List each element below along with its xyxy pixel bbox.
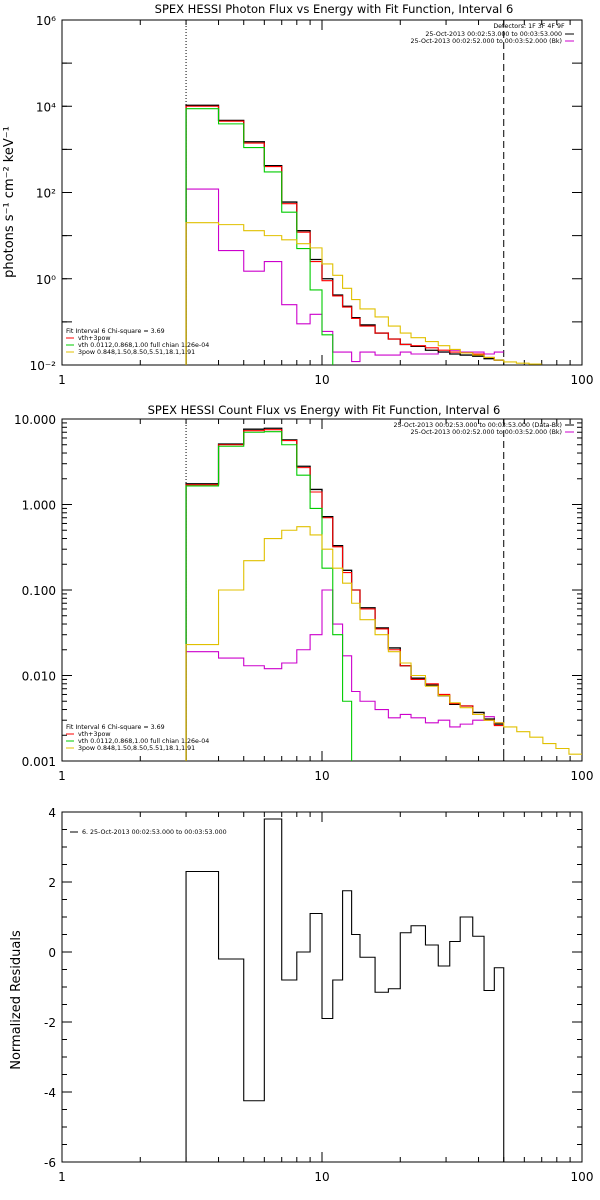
fit-legend-label: vth+3pow (78, 731, 110, 738)
count-flux-title: SPEX HESSI Count Flux vs Energy with Fit… (148, 403, 501, 417)
residuals-ylabel: Normalized Residuals (9, 930, 24, 1070)
x-tick-label: 100 (571, 373, 594, 387)
y-tick-label: 4 (48, 806, 56, 820)
x-tick-label: 1 (58, 1170, 66, 1184)
x-tick-label: 10 (314, 769, 329, 783)
series-vth-3pow (185, 429, 504, 761)
fit-legend-label: 3pow 0.848,1.50,8.50,5.51,18.1,1.91 (78, 349, 195, 356)
legend-header: Detectors: 1F 3F 4F 9F (493, 23, 565, 30)
fit-legend-label: vth+3pow (78, 335, 110, 342)
legend-label: 25-Oct-2013 00:02:52.000 to 00:03:52.000… (411, 38, 562, 45)
fit-legend-header: Fit Interval 6 Chi-square = 3.69 (66, 724, 165, 731)
y-tick-label: 10⁻² (30, 359, 57, 373)
y-tick-label: 10² (36, 187, 56, 201)
y-tick-label: -6 (44, 1156, 56, 1170)
x-tick-label: 10 (314, 1170, 329, 1184)
legend-label: 25-Oct-2013 00:02:53.000 to 00:03:53.000… (393, 422, 562, 429)
y-tick-label: 0 (48, 946, 56, 960)
residuals-panel: Normalized Residuals 1 10 100 -6 -4 -2 0 2 4 6. 2… (9, 806, 593, 1184)
y-tick-label: 10⁶ (36, 14, 56, 28)
x-tick-label: 10 (314, 373, 329, 387)
series-residual-bg (185, 589, 504, 761)
photon-flux-ylabel: photons s⁻¹ cm⁻² keV⁻¹ (2, 126, 17, 278)
fit-legend-label: vth 0.0112,0.868,1.00 full chian 1.26e-0… (78, 738, 209, 745)
y-tick-label: 0.100 (22, 584, 56, 598)
series-residual-bg (185, 188, 504, 365)
y-tick-label: 1.000 (22, 499, 56, 513)
x-tick-label: 1 (58, 373, 66, 387)
photon-flux-title: SPEX HESSI Photon Flux vs Energy with Fi… (155, 2, 514, 16)
series-3pow-0-848-1-50-8-50-5-51-18-1-1-91 (185, 526, 582, 761)
fit-legend-label: vth 0.0112,0.868,1.00 full chian 1.26e-0… (78, 342, 209, 349)
x-tick-label: 100 (571, 769, 594, 783)
y-tick-label: -4 (44, 1086, 56, 1100)
x-tick-label: 1 (58, 769, 66, 783)
series-vth-3pow (185, 105, 504, 365)
photon-flux-panel: SPEX HESSI Photon Flux vs Energy with Fi… (2, 2, 594, 387)
y-tick-label: 0.010 (22, 670, 56, 684)
series-3pow-0-848-1-50-8-50-5-51-18-1-1-91 (185, 222, 542, 365)
x-tick-label: 100 (571, 1170, 594, 1184)
series-6-25-oct-2013-00-02-53-000-to-00-03-53-000 (185, 818, 505, 1162)
y-tick-label: 0.001 (22, 755, 56, 769)
legend-label: 25-Oct-2013 00:02:52.000 to 00:03:52.000… (411, 429, 562, 436)
fit-legend-label: 3pow 0.848,1.50,8.50,5.51,18.1,1.91 (78, 745, 195, 752)
legend-label: 25-Oct-2013 00:02:53.000 to 00:03:53.000 (425, 31, 562, 38)
y-tick-label: 10⁴ (36, 100, 56, 114)
fit-legend-header: Fit Interval 6 Chi-square = 3.69 (66, 328, 165, 335)
legend-label: 6. 25-Oct-2013 00:02:53.000 to 00:03:53.… (82, 829, 227, 836)
series-data (185, 427, 504, 761)
series-data (185, 104, 504, 365)
series-vth-0-0112-0-868-1-00-full-chian-1-26e-04 (185, 431, 353, 761)
y-tick-label: 10⁰ (36, 273, 56, 287)
y-tick-label: -2 (44, 1016, 56, 1030)
count-flux-panel: SPEX HESSI Count Flux vs Energy with Fit… (14, 403, 594, 783)
y-tick-label: 10.000 (14, 413, 56, 427)
series-vth-0-0112-0-868-1-00-full-chian-1-26e-04 (185, 108, 334, 365)
y-tick-label: 2 (48, 876, 56, 890)
